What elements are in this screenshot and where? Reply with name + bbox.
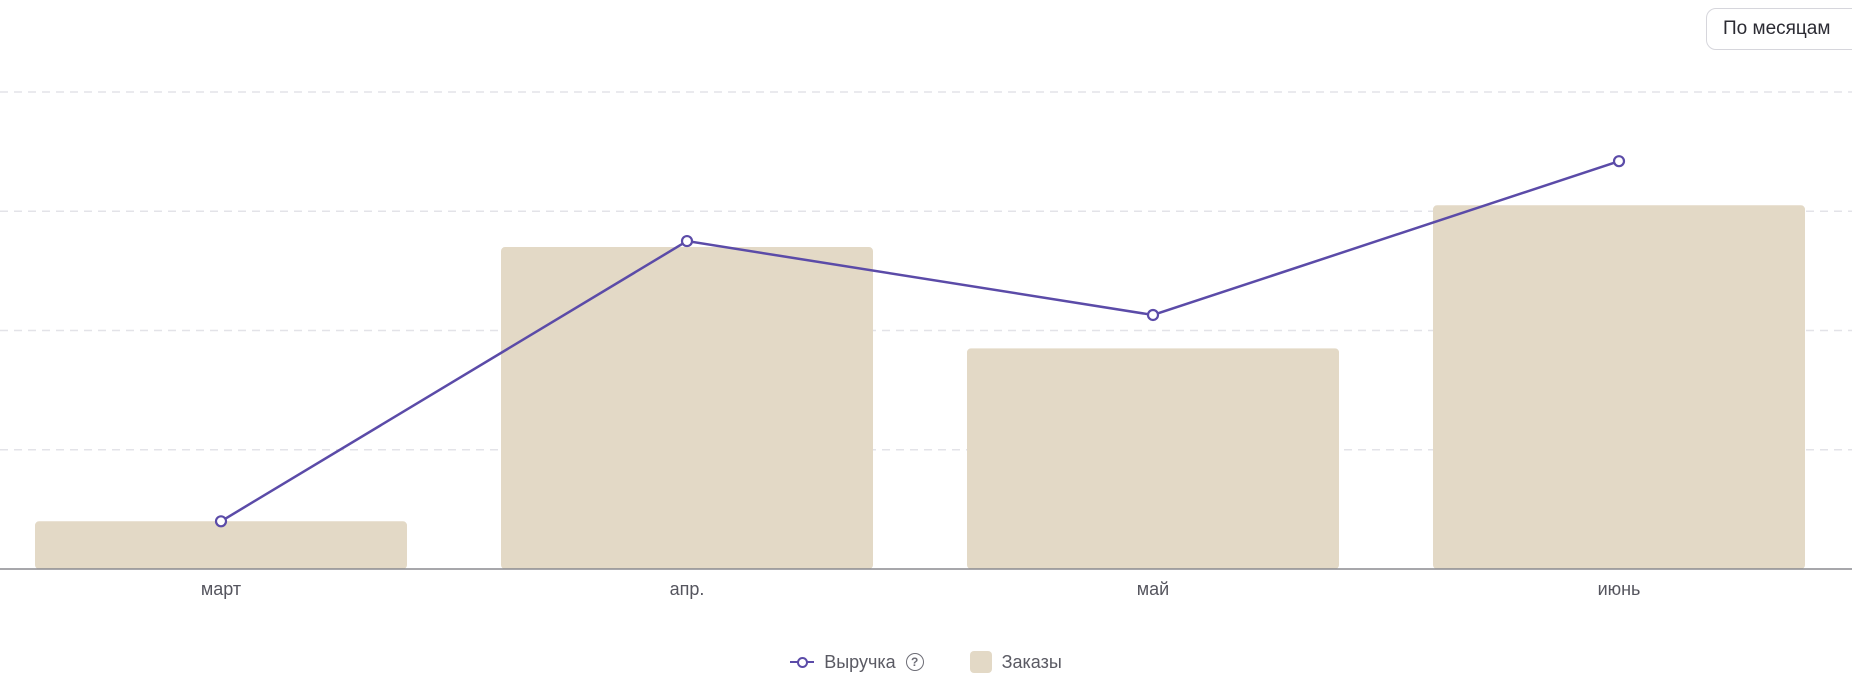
question-circle-icon[interactable]: ?	[905, 653, 924, 671]
revenue-point-3	[1612, 155, 1626, 168]
bar-3	[1433, 205, 1805, 569]
combo-chart: март апр. май июнь	[0, 91, 1852, 599]
bar-1	[501, 247, 873, 569]
period-select-label: По месяцам	[1723, 18, 1831, 39]
revenue-point-2	[1146, 308, 1160, 322]
x-tick-label: июнь	[1598, 579, 1641, 599]
period-select[interactable]: По месяцам	[1706, 8, 1852, 50]
bar-2	[967, 348, 1339, 569]
x-tick-label: май	[1137, 579, 1169, 599]
x-tick-label: апр.	[670, 579, 705, 599]
chart-legend: Выручка ? Заказы	[0, 644, 1852, 680]
legend-label-revenue: Выручка	[824, 651, 896, 672]
x-tick-label: март	[201, 579, 241, 599]
line-marker-icon	[790, 655, 815, 669]
bar-swatch-icon	[969, 651, 992, 673]
revenue-point-1	[680, 234, 694, 248]
bar-0	[35, 521, 407, 569]
legend-label-orders: Заказы	[1001, 651, 1062, 672]
legend-item-orders[interactable]: Заказы	[969, 651, 1062, 673]
legend-item-revenue[interactable]: Выручка ?	[790, 651, 924, 673]
revenue-point-0	[214, 515, 228, 528]
revenue-line	[220, 159, 1620, 523]
